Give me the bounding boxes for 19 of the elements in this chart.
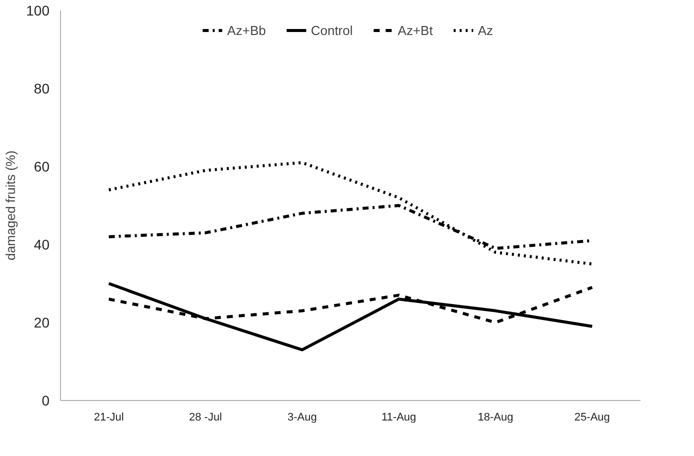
y-tick-label: 100: [26, 2, 50, 18]
y-tick-label: 40: [34, 236, 50, 252]
legend-label: Az+Bb: [227, 22, 266, 38]
x-tick-label: 28 -Jul: [188, 412, 222, 424]
legend-label: Az+Bt: [398, 22, 433, 38]
x-tick-label: 18-Aug: [478, 412, 514, 424]
x-tick-label: 11-Aug: [382, 412, 416, 424]
y-axis-title: damaged fruits (%): [3, 150, 18, 260]
line-series: [107, 161, 594, 266]
y-tick-label: 80: [34, 80, 50, 96]
legend-label: Az: [478, 22, 494, 38]
x-tick-label: 25-Aug: [574, 412, 610, 424]
x-tick-label: 21-Jul: [94, 412, 124, 424]
x-tick-label: 3-Aug: [287, 412, 317, 424]
y-tick-label: 60: [34, 158, 50, 174]
line-series: [107, 282, 594, 352]
y-tick-label: 0: [42, 392, 50, 408]
legend-label: Control: [310, 22, 353, 38]
y-tick-label: 20: [34, 314, 50, 330]
